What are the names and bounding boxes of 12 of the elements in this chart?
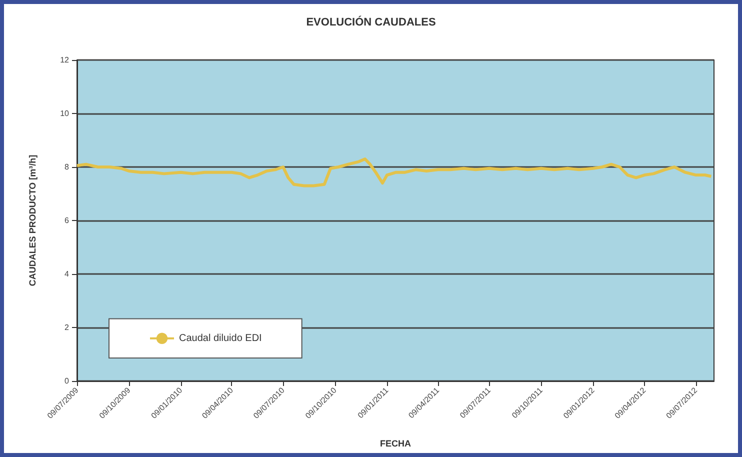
- y-tick-label: 10: [60, 109, 70, 118]
- x-axis-title: FECHA: [380, 438, 412, 448]
- y-tick-label: 2: [64, 323, 70, 332]
- y-tick-label: 0: [64, 376, 70, 386]
- y-tick-label: 4: [64, 270, 70, 278]
- y-tick-label: 12: [60, 56, 70, 64]
- chart-title: EVOLUCIÓN CAUDALES: [306, 16, 436, 28]
- y-tick-label: 8: [64, 162, 70, 172]
- legend-label: Caudal diluido EDI: [179, 332, 262, 344]
- line-series: [76, 157, 713, 188]
- y-tick-label: 6: [64, 216, 70, 225]
- y-axis-title: CAUDALES PRODUCTO [m³/h]: [28, 154, 38, 286]
